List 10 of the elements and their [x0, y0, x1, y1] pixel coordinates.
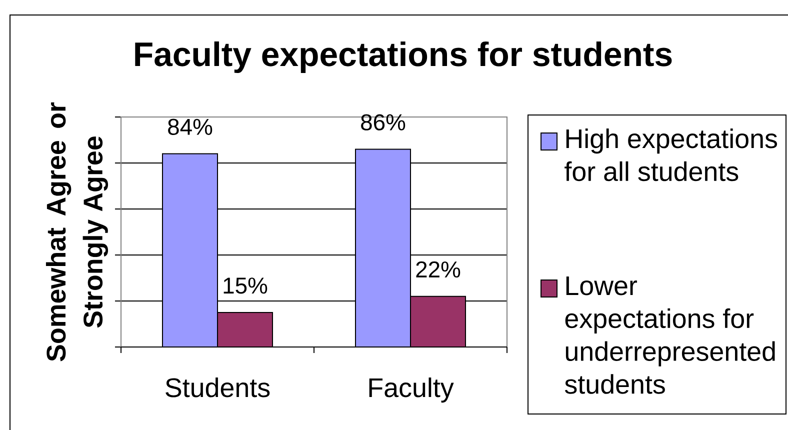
legend-label: Lower expectations for underrepresented students — [564, 276, 775, 394]
x-tick-label: Faculty — [369, 378, 454, 403]
y-axis-title: Somewhat Agree or Strongly Agree — [46, 102, 108, 362]
x-tick-label: Students — [166, 378, 270, 398]
legend-label: High expectations for all students — [564, 128, 778, 182]
chart-title: Faculty expectations for students — [135, 41, 672, 74]
data-label: 86% — [361, 114, 406, 130]
data-label: 22% — [416, 261, 460, 278]
data-label: 15% — [224, 278, 268, 294]
data-label: 84% — [168, 118, 212, 136]
